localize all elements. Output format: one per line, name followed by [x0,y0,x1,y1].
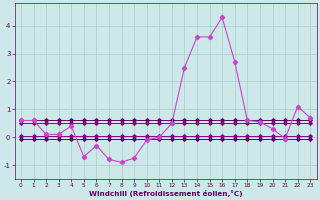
X-axis label: Windchill (Refroidissement éolien,°C): Windchill (Refroidissement éolien,°C) [89,190,242,197]
